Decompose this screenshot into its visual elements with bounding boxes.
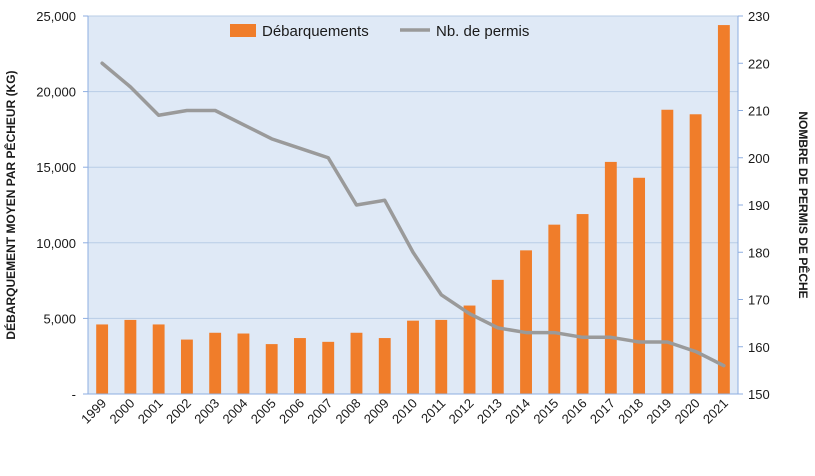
y2-tick-label: 200 — [748, 151, 770, 166]
x-tick-label: 2018 — [615, 396, 646, 427]
bar-1999 — [96, 324, 109, 394]
bar-2003 — [209, 332, 222, 394]
legend-swatch-debarquements — [230, 24, 256, 37]
x-tick-label: 2015 — [530, 396, 561, 427]
bar-2015 — [548, 224, 561, 394]
x-tick-label: 2013 — [474, 396, 505, 427]
permis-line — [100, 61, 726, 368]
x-tick-label: 2017 — [587, 396, 618, 427]
bar-2000 — [124, 319, 137, 394]
x-tick-label: 2001 — [135, 396, 166, 427]
x-tick-label: 2016 — [559, 396, 590, 427]
x-tick-label: 2002 — [163, 396, 194, 427]
bar-series-debarquements — [96, 25, 730, 395]
x-tick-label: 2020 — [672, 396, 703, 427]
y2-tick-label: 220 — [748, 56, 770, 71]
bar-2014 — [520, 250, 532, 394]
y-tick-label: 5,000 — [43, 311, 76, 326]
y-axis-title: DÉBARQUEMENT MOYEN PAR PÊCHEUR (KG) — [3, 70, 18, 339]
y2-tick-label: 210 — [748, 104, 770, 119]
x-tick-label: 2003 — [191, 396, 222, 427]
y2-tick-label: 230 — [748, 9, 770, 24]
y-tick-label: - — [72, 387, 76, 402]
bar-2013 — [491, 279, 504, 394]
bar-2002 — [180, 339, 193, 394]
bar-2019 — [661, 109, 674, 394]
x-tick-label: 2008 — [333, 396, 364, 427]
bar-2016 — [576, 214, 589, 394]
x-tick-label: 2019 — [643, 396, 674, 427]
bar-2001 — [152, 324, 165, 394]
y2-tick-label: 180 — [748, 245, 770, 260]
y2-tick-label: 160 — [748, 340, 770, 355]
legend-label-permis: Nb. de permis — [436, 23, 529, 40]
bar-2007 — [322, 341, 335, 394]
x-tick-label: 2010 — [389, 396, 420, 427]
bar-2018 — [633, 177, 646, 394]
y-tick-label: 25,000 — [36, 9, 76, 24]
y-tick-label: 15,000 — [36, 160, 76, 175]
x-tick-label: 2009 — [361, 396, 392, 427]
bar-2005 — [265, 344, 278, 394]
x-tick-label: 2014 — [502, 396, 533, 427]
x-tick-label: 2000 — [106, 396, 137, 427]
line-series-permis — [100, 61, 726, 368]
bar-2004 — [237, 333, 250, 394]
bar-2021 — [717, 25, 730, 395]
bar-2011 — [435, 319, 448, 394]
x-tick-label: 2021 — [700, 396, 731, 427]
y2-tick-label: 170 — [748, 293, 770, 308]
bar-2020 — [689, 114, 702, 394]
x-tick-label: 2007 — [304, 396, 335, 427]
x-tick-label: 1999 — [78, 396, 109, 427]
grid-lines — [88, 15, 738, 319]
x-tick-label: 2011 — [418, 396, 448, 426]
bar-2009 — [378, 338, 391, 394]
x-tick-label: 2012 — [446, 396, 477, 427]
y-tick-label: 10,000 — [36, 236, 76, 251]
y2-tick-label: 190 — [748, 198, 770, 213]
legend-label-debarquements: Débarquements — [262, 23, 369, 40]
bar-2012 — [463, 305, 476, 394]
legend: Débarquements Nb. de permis — [230, 23, 529, 40]
bar-2006 — [294, 338, 306, 394]
bar-2008 — [350, 332, 363, 394]
y-tick-label: 20,000 — [36, 85, 76, 100]
y2-tick-label: 150 — [748, 387, 770, 402]
x-tick-label: 2005 — [248, 396, 279, 427]
x-tick-label: 2006 — [276, 396, 307, 427]
y2-axis-title: NOMBRE DE PERMIS DE PÊCHE — [796, 111, 811, 298]
x-tick-label: 2004 — [219, 396, 250, 427]
bar-2010 — [407, 320, 419, 394]
bar-2017 — [604, 161, 617, 394]
